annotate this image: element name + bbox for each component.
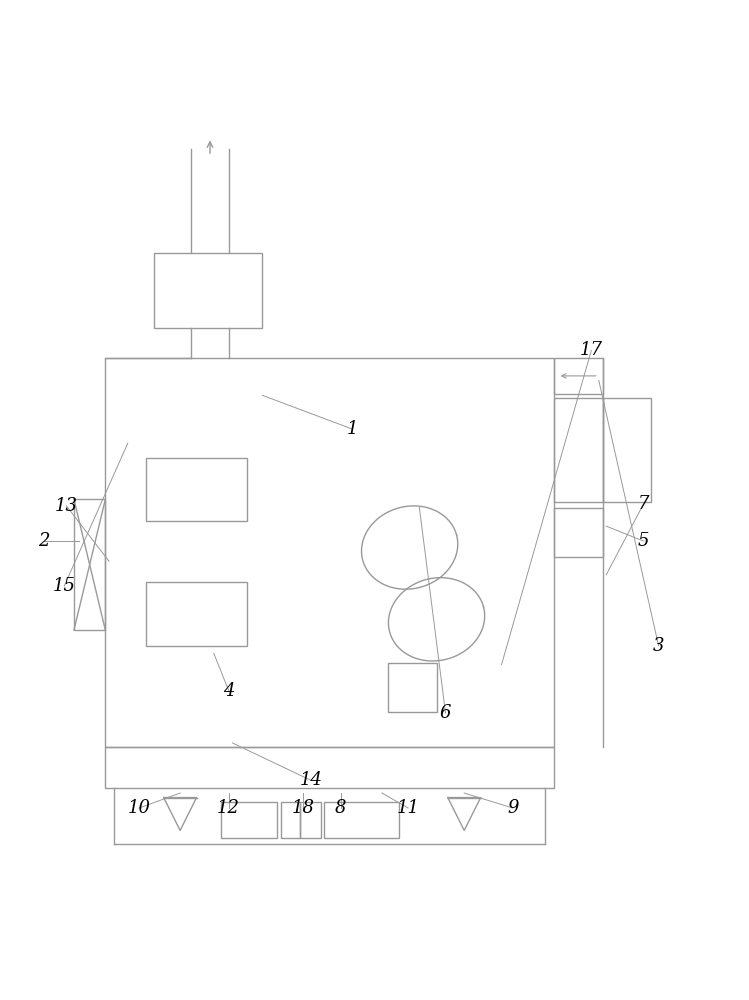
Bar bbox=[324, 802, 399, 838]
Text: 9: 9 bbox=[507, 799, 518, 817]
Bar bbox=[221, 802, 277, 838]
Bar bbox=[602, 398, 651, 502]
Text: 12: 12 bbox=[217, 799, 240, 817]
Text: 15: 15 bbox=[52, 577, 76, 595]
Text: 7: 7 bbox=[638, 495, 649, 513]
Bar bbox=[388, 663, 437, 712]
Bar bbox=[147, 458, 247, 521]
Text: 11: 11 bbox=[397, 799, 419, 817]
Text: 14: 14 bbox=[300, 771, 323, 789]
Text: 6: 6 bbox=[440, 704, 452, 722]
Text: 3: 3 bbox=[653, 637, 664, 655]
Bar bbox=[106, 358, 554, 747]
Bar bbox=[106, 747, 554, 788]
Text: 2: 2 bbox=[38, 532, 49, 550]
Bar bbox=[281, 802, 300, 838]
Bar bbox=[154, 253, 262, 328]
Bar bbox=[554, 358, 602, 394]
Bar bbox=[147, 582, 247, 646]
Text: 5: 5 bbox=[638, 532, 649, 550]
Text: 1: 1 bbox=[346, 420, 358, 438]
Bar bbox=[300, 802, 321, 838]
Bar bbox=[554, 398, 602, 502]
Text: 10: 10 bbox=[127, 799, 151, 817]
Text: 13: 13 bbox=[55, 497, 78, 515]
Bar bbox=[554, 508, 602, 557]
Text: 18: 18 bbox=[292, 799, 315, 817]
Text: 4: 4 bbox=[223, 682, 234, 700]
Text: 8: 8 bbox=[335, 799, 347, 817]
Bar bbox=[74, 499, 106, 630]
Text: 17: 17 bbox=[580, 341, 603, 359]
